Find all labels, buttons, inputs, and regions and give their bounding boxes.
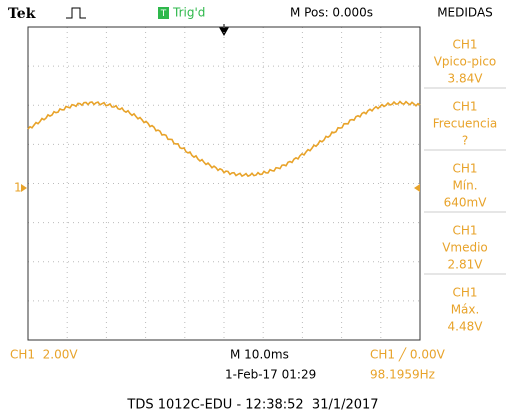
marker-arrow <box>21 184 27 192</box>
trigger-level-arrow <box>414 184 420 192</box>
graticule <box>28 27 420 340</box>
measure-channel: CH1 <box>452 224 477 238</box>
pulse-icon <box>66 7 86 19</box>
trigger-setting: CH1 ╱ 0.00V <box>370 347 446 362</box>
timebase: M 10.0ms <box>230 348 289 362</box>
measure-value: 4.48V <box>448 320 484 334</box>
channel-marker: 1 <box>14 181 22 195</box>
waveform <box>27 100 421 178</box>
frequency: 98.1959Hz <box>370 368 435 382</box>
trigger-icon: T <box>160 9 167 19</box>
brand: Tek <box>8 6 36 22</box>
graticule-border <box>27 26 421 341</box>
measure-channel: CH1 <box>452 38 477 52</box>
measure-value: 3.84V <box>448 72 484 86</box>
measure-channel: CH1 <box>452 162 477 176</box>
measure-name: Mín. <box>452 179 477 193</box>
measure-name: Vpico-pico <box>434 55 497 69</box>
date: 1-Feb-17 01:29 <box>225 368 316 382</box>
measure-name: Máx. <box>451 303 480 317</box>
measure-value: 2.81V <box>448 258 484 272</box>
measure-channel: CH1 <box>452 100 477 114</box>
measure-value: ? <box>462 134 468 148</box>
caption: TDS 1012C-EDU - 12:38:52 31/1/2017 <box>126 398 378 413</box>
trigger-icon-bg <box>158 7 169 19</box>
measure-name: Vmedio <box>442 241 488 255</box>
m-pos: M Pos: 0.000s <box>290 6 373 20</box>
trigger-status: Trig'd <box>172 6 205 20</box>
screen-bg <box>0 0 506 390</box>
measure-name: Frecuencia <box>433 117 498 131</box>
measure-value: 640mV <box>444 196 488 210</box>
menu-title: MEDIDAS <box>437 6 493 20</box>
measurement-panel: CH1 Vpico-pico 3.84V CH1 Frecuencia? CH1 Mín. 6… <box>424 38 506 334</box>
measure-channel: CH1 <box>452 286 477 300</box>
channel-scale: CH1 2.00V <box>10 348 78 362</box>
